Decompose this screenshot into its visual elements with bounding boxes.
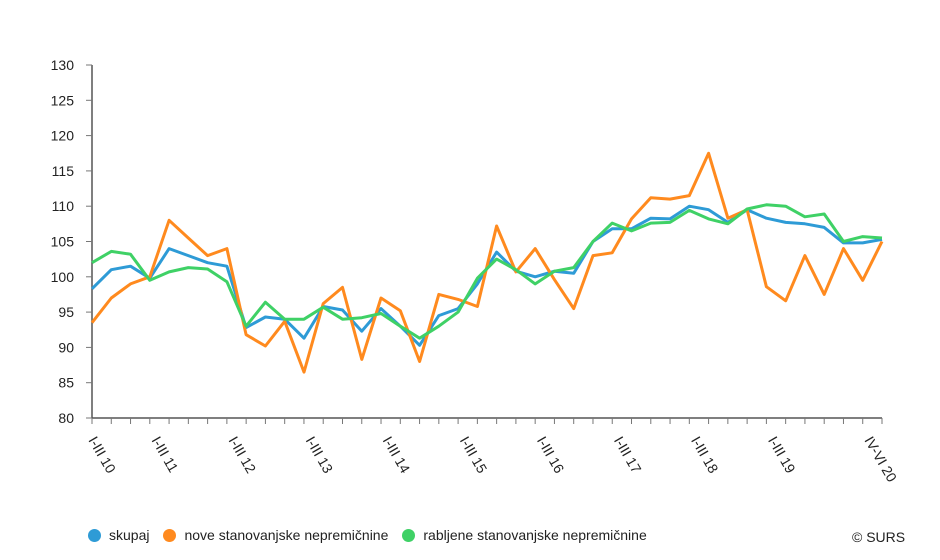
- legend-swatch: [402, 528, 416, 542]
- y-tick-label: 125: [51, 92, 75, 108]
- legend-swatch: [88, 528, 101, 542]
- y-tick-label: 130: [51, 57, 75, 73]
- x-tick-label: I-III 14: [380, 434, 414, 477]
- y-tick-label: 80: [58, 410, 74, 426]
- x-tick-label: I-III 18: [688, 434, 722, 477]
- y-tick-label: 95: [58, 304, 74, 320]
- legend-swatch: [163, 528, 177, 542]
- x-tick-label: I-III 17: [611, 434, 645, 477]
- line-chart: 80 85 90 95 100 105 110 115 120 125 130 I-III 10 I-I…: [51, 57, 901, 485]
- x-tick-label: I-III 11: [148, 434, 181, 476]
- legend-item-nove[interactable]: nove stanovanjske nepremičnine: [163, 527, 388, 543]
- source-credit: © SURS: [852, 529, 906, 545]
- x-tick-label: I-III 15: [457, 434, 491, 477]
- legend-item-rabljene[interactable]: rabljene stanovanjske nepremičnine: [402, 527, 647, 543]
- legend-label: skupaj: [109, 527, 150, 543]
- series-line-nove: [90, 151, 884, 374]
- y-tick-label: 120: [51, 128, 75, 144]
- x-tick-label: I-III 12: [226, 434, 260, 477]
- legend-label: rabljene stanovanjske nepremičnine: [423, 527, 647, 543]
- series-line-rabljene: [91, 203, 883, 340]
- x-tick-label: I-III 19: [765, 434, 799, 477]
- x-tick-label: IV-VI 20: [861, 434, 900, 485]
- y-tick-label: 85: [58, 375, 74, 391]
- y-tick-label: 110: [52, 198, 75, 214]
- y-tick-label: 90: [58, 339, 74, 355]
- legend-item-skupaj[interactable]: skupaj: [88, 527, 149, 543]
- y-tick-label: 115: [52, 163, 75, 179]
- y-tick-label: 100: [51, 269, 75, 285]
- legend-label: nove stanovanjske nepremičnine: [184, 527, 389, 543]
- x-tick-label: I-III 16: [534, 434, 568, 477]
- x-tick-label: I-III 13: [303, 434, 337, 477]
- y-tick-label: 105: [51, 234, 75, 250]
- x-tick-label: I-III 10: [85, 434, 119, 477]
- legend: skupaj nove stanovanjske nepremičnine ra…: [88, 527, 661, 543]
